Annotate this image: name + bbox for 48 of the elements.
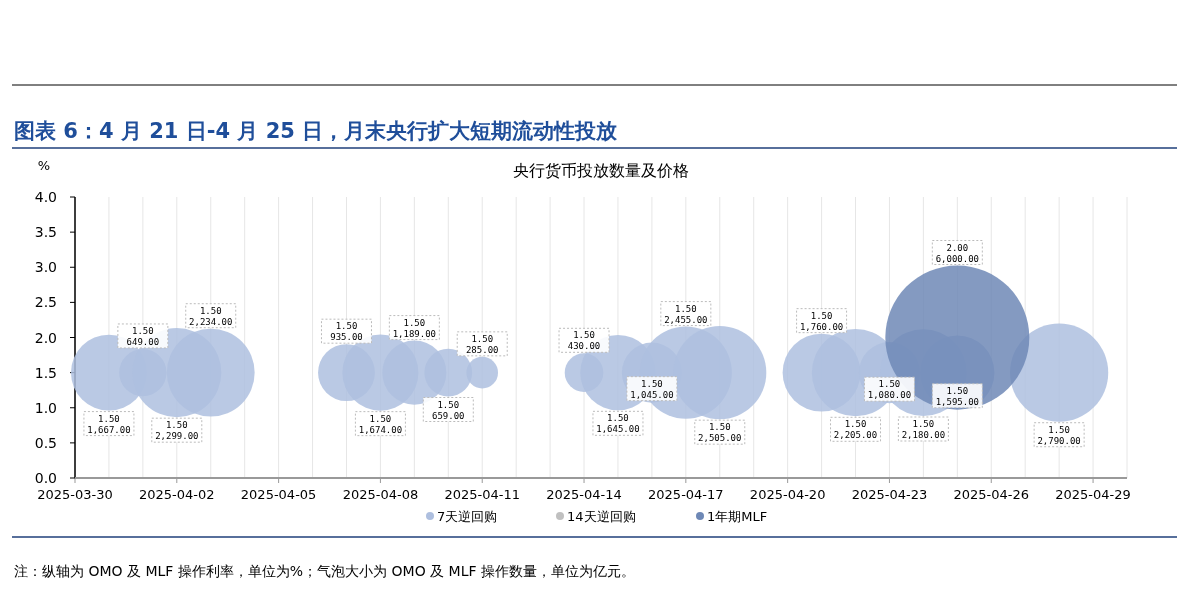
data-label: 1.50 1,045.00 bbox=[630, 378, 674, 400]
x-tick-label: 2025-04-14 bbox=[546, 487, 622, 502]
data-label: 1.50 2,205.00 bbox=[833, 419, 878, 441]
data-label: 1.50 1,080.00 bbox=[867, 379, 912, 401]
chart-title: 图表 6：4 月 21 日-4 月 25 日，月末央行扩大短期流动性投放 bbox=[14, 119, 619, 143]
data-label: 2.00 6,000.00 bbox=[935, 242, 979, 264]
legend-label: 7天逆回购 bbox=[437, 509, 498, 524]
y-tick-label: 1.5 bbox=[34, 364, 57, 381]
data-label: 1.50 285.00 bbox=[465, 333, 499, 355]
data-label: 1.50 649.00 bbox=[126, 325, 160, 347]
x-tick-label: 2025-04-02 bbox=[139, 487, 215, 502]
data-label: 1.50 1,667.00 bbox=[87, 413, 131, 435]
data-label: 1.50 1,760.00 bbox=[799, 310, 844, 332]
y-tick-label: 1.0 bbox=[34, 399, 57, 416]
y-tick-label: 3.5 bbox=[34, 224, 57, 241]
y-tick-label: 4.0 bbox=[34, 189, 57, 205]
data-label: 1.50 2,299.00 bbox=[155, 420, 199, 442]
y-axis-title: % bbox=[37, 158, 51, 173]
data-label: 1.50 1,645.00 bbox=[596, 413, 640, 435]
data-label: 1.50 2,234.00 bbox=[189, 305, 233, 327]
data-label: 1.50 430.00 bbox=[567, 330, 601, 352]
data-label: 1.50 1,189.00 bbox=[392, 317, 437, 339]
x-tick-label: 2025-03-30 bbox=[37, 487, 113, 502]
legend-label: 1年期MLF bbox=[707, 509, 768, 524]
x-tick-label: 2025-04-17 bbox=[648, 487, 724, 502]
x-tick-label: 2025-04-29 bbox=[1055, 487, 1131, 502]
legend-label: 14天逆回购 bbox=[567, 509, 636, 524]
x-tick-label: 2025-04-23 bbox=[851, 487, 928, 502]
y-tick-label: 3.0 bbox=[34, 259, 57, 276]
text: 注：纵轴为 OMO 及 MLF 操作利率，单位为%；气泡大小为 OMO 及 MLF 操作数量，单位为亿元。 bbox=[14, 563, 636, 579]
data-label: 1.50 2,455.00 bbox=[664, 303, 708, 325]
chart-subtitle: 央行货币投放数量及价格 bbox=[513, 161, 689, 180]
y-tick-label: 2.5 bbox=[34, 294, 57, 311]
y-tick-label: 2.0 bbox=[34, 329, 57, 346]
data-label: 1.50 1,595.00 bbox=[935, 385, 979, 407]
x-tick-label: 2025-04-08 bbox=[342, 487, 419, 502]
data-label: 1.50 2,505.00 bbox=[698, 422, 742, 444]
data-label: 1.50 659.00 bbox=[432, 399, 465, 421]
data-label: 1.50 935.00 bbox=[330, 321, 363, 343]
data-label: 1.50 2,790.00 bbox=[1037, 424, 1081, 446]
y-tick-label: 0.5 bbox=[34, 434, 57, 451]
x-tick-label: 2025-04-20 bbox=[749, 487, 826, 502]
x-tick-label: 2025-04-05 bbox=[240, 487, 317, 502]
x-tick-label: 2025-04-11 bbox=[444, 487, 521, 502]
data-label: 1.50 1,674.00 bbox=[358, 413, 403, 435]
y-tick-label: 0.0 bbox=[34, 470, 57, 486]
x-tick-label: 2025-04-26 bbox=[953, 487, 1030, 502]
data-label: 1.50 2,180.00 bbox=[901, 419, 946, 440]
